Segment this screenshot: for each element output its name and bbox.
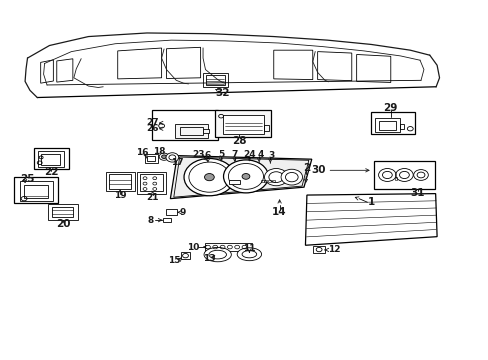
Circle shape xyxy=(264,168,287,186)
Text: 31: 31 xyxy=(409,188,424,198)
Text: 4: 4 xyxy=(257,150,263,159)
Bar xyxy=(14,177,58,203)
Bar xyxy=(312,246,325,253)
Polygon shape xyxy=(137,172,166,194)
Text: 17: 17 xyxy=(170,158,183,167)
Bar xyxy=(394,177,396,180)
Text: 12: 12 xyxy=(328,246,340,255)
Bar xyxy=(272,180,275,182)
Bar xyxy=(204,243,252,251)
Bar xyxy=(144,154,158,163)
Text: 15: 15 xyxy=(167,256,180,265)
Polygon shape xyxy=(305,194,436,245)
Polygon shape xyxy=(170,156,311,199)
Bar xyxy=(205,75,224,85)
Polygon shape xyxy=(203,129,209,134)
Text: 21: 21 xyxy=(146,193,159,202)
Bar xyxy=(152,111,217,140)
Bar xyxy=(264,180,267,182)
Polygon shape xyxy=(48,204,78,220)
Circle shape xyxy=(161,155,166,158)
Text: 10: 10 xyxy=(187,243,199,252)
Circle shape xyxy=(165,153,178,162)
Text: 16: 16 xyxy=(136,148,148,157)
Text: 30: 30 xyxy=(311,165,325,175)
Bar xyxy=(370,112,414,134)
Polygon shape xyxy=(374,118,399,132)
Text: 6: 6 xyxy=(204,151,211,160)
Polygon shape xyxy=(181,252,189,259)
Text: 14: 14 xyxy=(272,207,286,217)
Circle shape xyxy=(204,174,214,181)
Circle shape xyxy=(281,169,302,185)
Text: 28: 28 xyxy=(232,136,246,146)
Text: 11: 11 xyxy=(243,244,255,253)
Text: 8: 8 xyxy=(147,216,154,225)
Polygon shape xyxy=(222,116,264,134)
Text: 23: 23 xyxy=(191,150,204,159)
Bar xyxy=(268,180,271,182)
Text: 32: 32 xyxy=(215,88,229,98)
Bar xyxy=(166,209,177,215)
Text: 18: 18 xyxy=(153,147,165,156)
Polygon shape xyxy=(38,151,64,167)
Text: 22: 22 xyxy=(44,167,59,177)
Text: 13: 13 xyxy=(202,255,215,264)
Circle shape xyxy=(242,174,249,179)
Text: 9: 9 xyxy=(179,208,185,217)
Text: 5: 5 xyxy=(218,150,224,159)
Text: 24: 24 xyxy=(243,150,255,159)
Bar xyxy=(34,148,69,169)
Text: 27: 27 xyxy=(146,118,159,127)
Text: 2: 2 xyxy=(303,163,310,173)
Text: 25: 25 xyxy=(20,174,35,184)
Text: 26: 26 xyxy=(146,124,159,133)
Polygon shape xyxy=(105,172,135,192)
Bar xyxy=(203,73,228,87)
Bar xyxy=(162,218,171,222)
Bar xyxy=(228,180,239,184)
Text: 19: 19 xyxy=(114,191,126,200)
Circle shape xyxy=(183,158,234,196)
Circle shape xyxy=(159,153,168,160)
Text: 7: 7 xyxy=(231,150,238,159)
Bar xyxy=(215,110,271,137)
Text: 1: 1 xyxy=(367,197,374,207)
Ellipse shape xyxy=(203,247,231,262)
Text: 29: 29 xyxy=(383,103,397,113)
Text: 20: 20 xyxy=(56,219,70,229)
Ellipse shape xyxy=(237,248,261,261)
Polygon shape xyxy=(20,181,53,201)
Bar xyxy=(260,180,263,182)
Text: 3: 3 xyxy=(267,151,274,160)
Polygon shape xyxy=(175,125,207,138)
Bar xyxy=(373,161,434,189)
Circle shape xyxy=(223,160,268,193)
Bar xyxy=(147,156,155,161)
